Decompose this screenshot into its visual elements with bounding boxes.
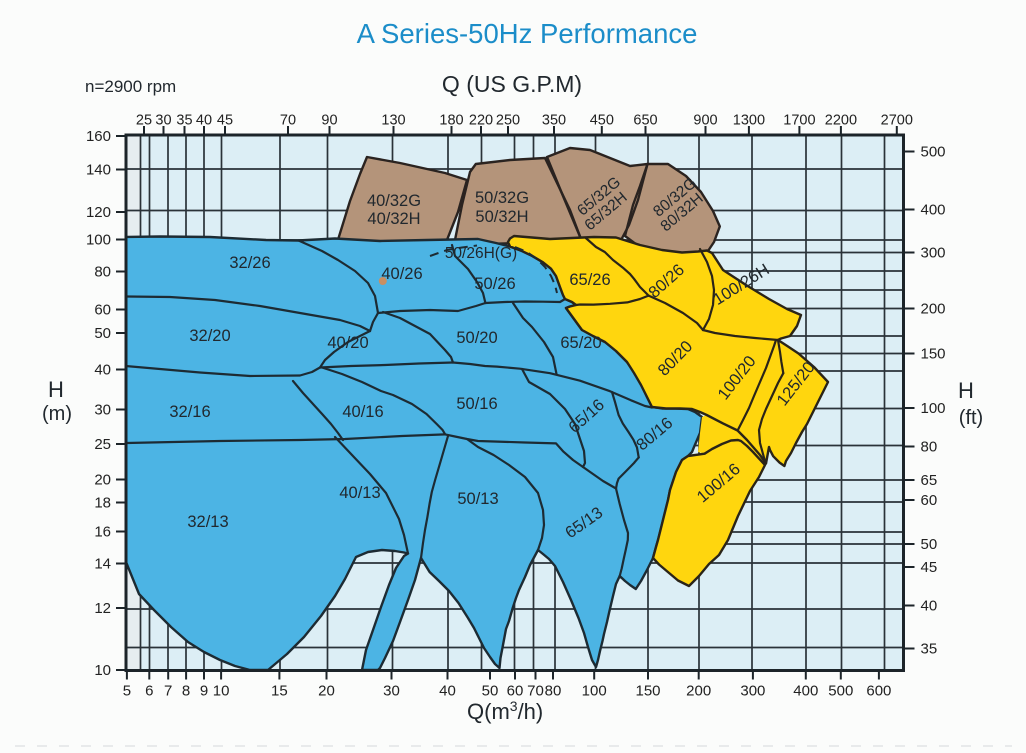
svg-text:400: 400 — [921, 202, 946, 219]
svg-text:50: 50 — [482, 683, 499, 700]
svg-text:35: 35 — [921, 641, 938, 658]
svg-text:140: 140 — [86, 162, 111, 179]
svg-text:250: 250 — [496, 113, 520, 129]
svg-text:1300: 1300 — [733, 113, 765, 129]
svg-text:80: 80 — [545, 683, 562, 700]
svg-text:32/26: 32/26 — [229, 254, 270, 272]
svg-text:30: 30 — [94, 402, 111, 419]
svg-text:100: 100 — [921, 400, 946, 417]
svg-text:50: 50 — [921, 536, 938, 553]
svg-text:400: 400 — [793, 683, 818, 700]
svg-text:20: 20 — [318, 683, 335, 700]
svg-text:650: 650 — [633, 113, 657, 129]
svg-text:40: 40 — [921, 598, 938, 615]
svg-text:40/32H: 40/32H — [367, 210, 420, 228]
svg-text:25: 25 — [136, 113, 152, 129]
svg-text:32/16: 32/16 — [169, 403, 210, 421]
svg-text:500: 500 — [921, 144, 946, 161]
svg-text:300: 300 — [921, 245, 946, 262]
svg-text:40/16: 40/16 — [342, 403, 383, 421]
svg-text:5: 5 — [123, 683, 131, 700]
svg-text:25: 25 — [94, 436, 111, 453]
svg-text:12: 12 — [94, 600, 111, 617]
svg-text:10: 10 — [94, 662, 111, 679]
svg-text:50/20: 50/20 — [456, 329, 497, 347]
svg-text:2700: 2700 — [881, 113, 913, 129]
svg-text:7: 7 — [164, 683, 172, 700]
svg-text:220: 220 — [469, 113, 493, 129]
svg-text:60: 60 — [94, 302, 111, 319]
svg-text:30: 30 — [383, 683, 400, 700]
svg-text:45: 45 — [217, 113, 233, 129]
svg-text:1700: 1700 — [783, 113, 815, 129]
svg-text:30: 30 — [155, 113, 171, 129]
svg-text:900: 900 — [693, 113, 717, 129]
svg-text:6: 6 — [145, 683, 153, 700]
svg-text:150: 150 — [921, 346, 946, 363]
svg-text:50/26: 50/26 — [474, 275, 515, 293]
svg-text:100: 100 — [582, 683, 607, 700]
svg-text:65: 65 — [921, 472, 938, 489]
svg-text:20: 20 — [94, 472, 111, 489]
svg-text:32/20: 32/20 — [189, 327, 230, 345]
svg-text:65/26: 65/26 — [569, 271, 610, 289]
svg-text:(ft): (ft) — [959, 407, 983, 429]
svg-text:70: 70 — [527, 683, 544, 700]
svg-text:50/13: 50/13 — [457, 490, 498, 508]
svg-text:40: 40 — [94, 362, 111, 379]
svg-text:50/16: 50/16 — [456, 395, 497, 413]
svg-text:500: 500 — [828, 683, 853, 700]
svg-text:200: 200 — [686, 683, 711, 700]
svg-text:45: 45 — [921, 559, 938, 576]
svg-text:70: 70 — [280, 113, 296, 129]
svg-text:80: 80 — [94, 264, 111, 281]
svg-text:Q(m3/h): Q(m3/h) — [467, 698, 543, 724]
svg-text:8: 8 — [182, 683, 190, 700]
svg-text:40: 40 — [196, 113, 212, 129]
svg-text:n=2900 rpm: n=2900 rpm — [85, 77, 176, 96]
svg-text:40: 40 — [439, 683, 456, 700]
svg-text:200: 200 — [921, 301, 946, 318]
svg-text:300: 300 — [740, 683, 765, 700]
svg-text:600: 600 — [866, 683, 891, 700]
svg-text:40/32G: 40/32G — [367, 192, 421, 210]
svg-text:60: 60 — [507, 683, 524, 700]
svg-text:(m): (m) — [42, 403, 72, 425]
svg-text:130: 130 — [381, 113, 405, 129]
svg-text:10: 10 — [213, 683, 230, 700]
svg-text:100: 100 — [86, 232, 111, 249]
svg-text:18: 18 — [94, 495, 111, 512]
svg-text:50/32G: 50/32G — [475, 189, 529, 207]
svg-text:16: 16 — [94, 524, 111, 541]
svg-text:15: 15 — [271, 683, 288, 700]
svg-text:H: H — [958, 378, 974, 403]
svg-text:Q (US G.P.M): Q (US G.P.M) — [442, 71, 582, 97]
svg-text:40/26: 40/26 — [381, 265, 422, 283]
svg-text:180: 180 — [439, 113, 463, 129]
svg-text:14: 14 — [94, 556, 111, 573]
svg-text:50/32H: 50/32H — [475, 208, 528, 226]
svg-text:150: 150 — [635, 683, 660, 700]
svg-text:120: 120 — [86, 204, 111, 221]
svg-text:2200: 2200 — [825, 113, 857, 129]
svg-text:60: 60 — [921, 492, 938, 509]
svg-text:35: 35 — [176, 113, 192, 129]
svg-text:90: 90 — [321, 113, 337, 129]
svg-text:32/13: 32/13 — [187, 513, 228, 531]
svg-text:40/13: 40/13 — [339, 484, 380, 502]
svg-text:40/20: 40/20 — [327, 334, 368, 352]
svg-text:H: H — [48, 377, 64, 402]
svg-text:80: 80 — [921, 439, 938, 456]
svg-text:50: 50 — [94, 325, 111, 342]
svg-text:350: 350 — [542, 113, 566, 129]
svg-text:A Series-50Hz Performance: A Series-50Hz Performance — [357, 18, 698, 49]
svg-text:160: 160 — [86, 128, 111, 145]
svg-text:50/26H(G): 50/26H(G) — [445, 245, 517, 262]
svg-text:9: 9 — [200, 683, 208, 700]
svg-text:450: 450 — [590, 113, 614, 129]
svg-text:65/20: 65/20 — [560, 334, 601, 352]
